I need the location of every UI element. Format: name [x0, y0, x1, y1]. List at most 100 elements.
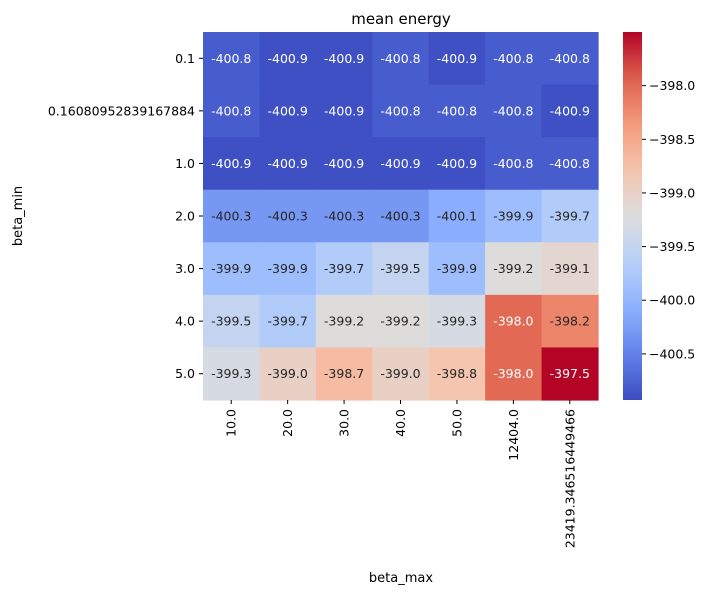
cell-value-label: -398.7	[324, 366, 364, 381]
cell-value-label: -400.9	[267, 156, 307, 171]
y-tick-label: 0.1	[175, 51, 195, 66]
heatmap-cell	[203, 189, 261, 243]
heatmap-cell	[485, 84, 543, 138]
heatmap-cell	[372, 242, 430, 296]
colorbar-tick-label: −400.0	[649, 293, 695, 308]
heatmap-cell-labels: -400.8 -400.9 -400.9 -400.8 -400.9 -400.8 -400…	[211, 51, 590, 381]
cell-value-label: -399.7	[550, 209, 590, 224]
heatmap-cell	[428, 84, 486, 138]
heatmap-cell	[259, 32, 317, 86]
heatmap-cell	[541, 242, 599, 296]
cell-value-label: -400.9	[550, 103, 590, 118]
heatmap-cell	[372, 84, 430, 138]
cell-value-label: -399.7	[324, 261, 364, 276]
cell-value-label: -400.8	[493, 103, 533, 118]
heatmap-cell	[259, 137, 317, 191]
cell-value-label: -400.8	[550, 156, 590, 171]
cell-value-label: -399.2	[324, 314, 364, 329]
cell-value-label: -400.8	[211, 51, 251, 66]
cell-value-label: -400.8	[493, 156, 533, 171]
cell-value-label: -399.9	[493, 209, 533, 224]
cell-value-label: -400.9	[267, 51, 307, 66]
cell-value-label: -400.9	[437, 51, 477, 66]
heatmap-cell	[541, 294, 599, 349]
cell-value-label: -399.9	[437, 261, 477, 276]
y-tick-label: 0.16080952839167884	[48, 103, 195, 118]
heatmap-cell	[203, 32, 261, 86]
heatmap-cell	[485, 137, 543, 191]
heatmap-cell	[541, 32, 599, 86]
heatmap-cell	[259, 84, 317, 138]
cell-value-label: -400.3	[267, 209, 307, 224]
cell-value-label: -399.9	[267, 261, 307, 276]
heatmap-cell	[315, 84, 373, 138]
cell-value-label: -399.5	[211, 314, 251, 329]
heatmap-cell	[203, 294, 261, 349]
cell-value-label: -397.5	[550, 366, 590, 381]
heatmap-cell	[428, 242, 486, 296]
cell-value-label: -398.8	[437, 366, 477, 381]
cell-value-label: -400.9	[267, 103, 307, 118]
cell-value-label: -400.9	[324, 156, 364, 171]
x-tick-label: 40.0	[393, 409, 408, 437]
colorbar-tick-label: −398.5	[649, 132, 695, 147]
cell-value-label: -399.5	[380, 261, 420, 276]
heatmap-cells	[203, 32, 599, 401]
x-axis-ticks: 10.0 20.0 30.0 40.0 50.0 12404.0 23419.3465164…	[224, 399, 577, 548]
heatmap-cell	[485, 32, 543, 86]
cell-value-label: -398.0	[493, 366, 533, 381]
cell-value-label: -399.2	[493, 261, 533, 276]
colorbar	[623, 32, 642, 400]
cell-value-label: -400.8	[437, 103, 477, 118]
heatmap-cell	[315, 137, 373, 191]
heatmap-cell	[259, 347, 317, 401]
heatmap-cell	[315, 347, 373, 401]
heatmap-cell	[315, 242, 373, 296]
colorbar-tick-label: −398.0	[649, 78, 695, 93]
cell-value-label: -398.0	[493, 314, 533, 329]
cell-value-label: -400.8	[493, 51, 533, 66]
cell-value-label: -400.3	[380, 209, 420, 224]
y-tick-label: 1.0	[175, 156, 195, 171]
heatmap-cell	[428, 32, 486, 86]
colorbar-tick-label: −399.0	[649, 185, 695, 200]
y-tick-label: 3.0	[175, 261, 195, 276]
colorbar-tick-label: −399.5	[649, 239, 695, 254]
heatmap-cell	[259, 242, 317, 296]
cell-value-label: -399.2	[380, 314, 420, 329]
cell-value-label: -400.9	[211, 156, 251, 171]
cell-value-label: -400.8	[380, 51, 420, 66]
heatmap-cell	[203, 137, 261, 191]
x-axis-label: beta_max	[369, 571, 433, 586]
heatmap-cell	[485, 242, 543, 296]
y-axis-label: beta_min	[11, 186, 26, 246]
cell-value-label: -399.0	[267, 366, 307, 381]
colorbar-ticks: −398.0 −398.5 −399.0 −399.5 −400.0 −400.5	[642, 78, 695, 361]
heatmap-cell	[203, 347, 261, 401]
heatmap-cell	[315, 32, 373, 86]
cell-value-label: -400.9	[324, 51, 364, 66]
cell-value-label: -400.8	[550, 51, 590, 66]
x-tick-label: 10.0	[224, 409, 239, 437]
chart-title: mean energy	[351, 10, 451, 28]
heatmap-cell	[428, 347, 486, 401]
heatmap-cell	[203, 84, 261, 138]
cell-value-label: -399.1	[550, 261, 590, 276]
heatmap-cell	[428, 137, 486, 191]
heatmap-cell	[372, 189, 430, 243]
cell-value-label: -400.8	[380, 103, 420, 118]
heatmap-cell	[203, 242, 261, 296]
heatmap-cell	[541, 84, 599, 138]
heatmap-cell	[485, 189, 543, 243]
heatmap-cell	[428, 294, 486, 349]
x-tick-label: 23419.346516449466	[562, 409, 577, 548]
heatmap-cell	[372, 294, 430, 349]
colorbar-tick-label: −400.5	[649, 346, 695, 361]
heatmap-cell	[541, 189, 599, 243]
heatmap-cell	[485, 347, 543, 401]
x-tick-label: 12404.0	[506, 409, 521, 461]
cell-value-label: -399.3	[211, 366, 251, 381]
x-tick-label: 30.0	[337, 409, 352, 437]
cell-value-label: -400.9	[437, 156, 477, 171]
